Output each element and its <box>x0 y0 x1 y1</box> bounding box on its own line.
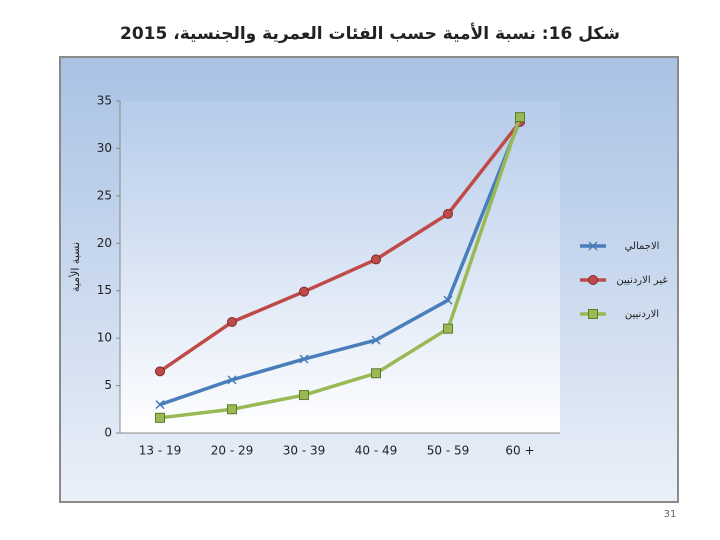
data-point <box>371 335 381 345</box>
data-point <box>299 390 309 401</box>
data-point <box>227 317 237 328</box>
y-tick-label: 20 <box>97 236 112 250</box>
data-point <box>371 368 381 379</box>
data-point <box>299 286 309 297</box>
data-point <box>443 208 453 219</box>
page-number: 31 <box>664 509 677 520</box>
x-tick-label: 30 - 39 <box>283 444 326 458</box>
x-tick-label: 13 - 19 <box>139 444 182 458</box>
legend-marker <box>588 275 598 285</box>
y-tick-label: 35 <box>97 94 112 108</box>
data-point <box>515 112 525 123</box>
series-line <box>159 119 522 407</box>
chart-title: شكل 16: نسبة الأمية حسب الفئات العمرية و… <box>120 23 620 44</box>
series-line <box>159 116 522 420</box>
series-line <box>159 120 522 373</box>
legend-label: الاردنيين <box>625 309 659 320</box>
legend-marker <box>588 309 598 319</box>
data-point <box>227 404 237 415</box>
y-tick-label: 25 <box>97 188 112 202</box>
data-point <box>227 375 237 385</box>
y-tick-label: 10 <box>97 331 112 345</box>
data-point <box>443 323 453 334</box>
y-axis-label: نسبة الأمية <box>68 242 82 292</box>
data-point <box>155 412 165 423</box>
y-tick-label: 5 <box>104 378 112 392</box>
y-tick-label: 15 <box>97 283 112 297</box>
x-tick-label: 60 + <box>505 444 534 458</box>
y-tick-label: 0 <box>104 426 112 440</box>
y-tick-label: 30 <box>97 141 112 155</box>
data-point <box>371 254 381 265</box>
data-point <box>443 295 453 305</box>
data-point <box>299 354 309 364</box>
data-point <box>155 400 165 410</box>
legend-label: الاجمالي <box>625 241 660 252</box>
x-tick-label: 50 - 59 <box>427 444 470 458</box>
x-tick-label: 40 - 49 <box>355 444 398 458</box>
legend-marker <box>588 241 598 251</box>
legend-label: غير الاردنيين <box>616 275 667 286</box>
data-point <box>155 366 165 377</box>
plot-area <box>120 101 560 433</box>
x-tick-label: 20 - 29 <box>211 444 254 458</box>
